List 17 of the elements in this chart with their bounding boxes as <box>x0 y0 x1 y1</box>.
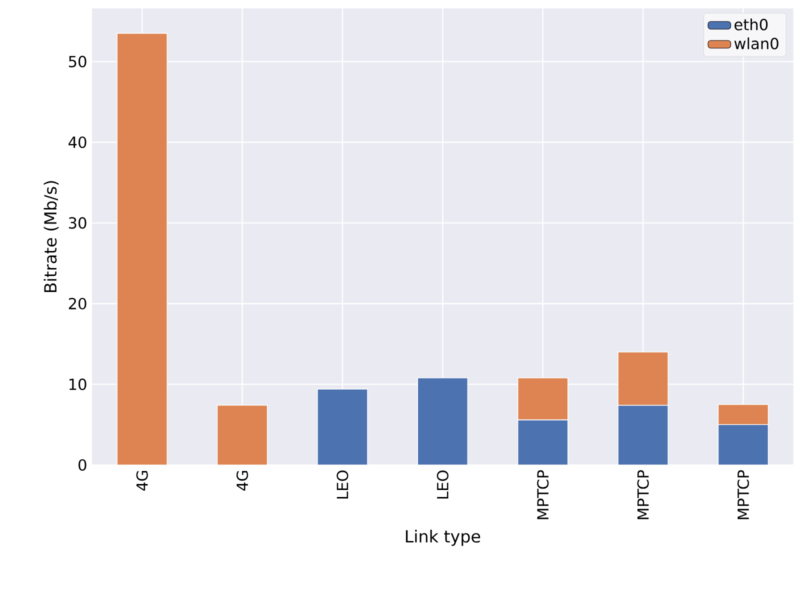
x-axis-title: Link type <box>406 530 480 546</box>
y-tick-label: 50 <box>68 56 86 68</box>
legend-label: eth0 <box>734 18 768 30</box>
y-tick-label: 20 <box>68 298 86 310</box>
y-tick-label: 40 <box>68 136 86 148</box>
x-tick-label: MPTCP <box>637 470 649 520</box>
x-tick-label: MPTCP <box>537 470 549 520</box>
x-tick-label: MPTCP <box>737 470 750 520</box>
y-axis-title: Bitrate (Mb/s) <box>44 181 59 292</box>
y-tick-label: 0 <box>78 459 86 471</box>
y-tick-label: 10 <box>69 378 86 390</box>
x-tick-label: LEO <box>436 470 448 498</box>
legend-label: wlan0 <box>734 37 778 50</box>
y-tick-label: 30 <box>68 217 86 229</box>
x-tick-label: 4G <box>136 470 148 491</box>
x-tick-label: 4G <box>236 470 248 491</box>
x-tick-label: LEO <box>336 470 348 498</box>
